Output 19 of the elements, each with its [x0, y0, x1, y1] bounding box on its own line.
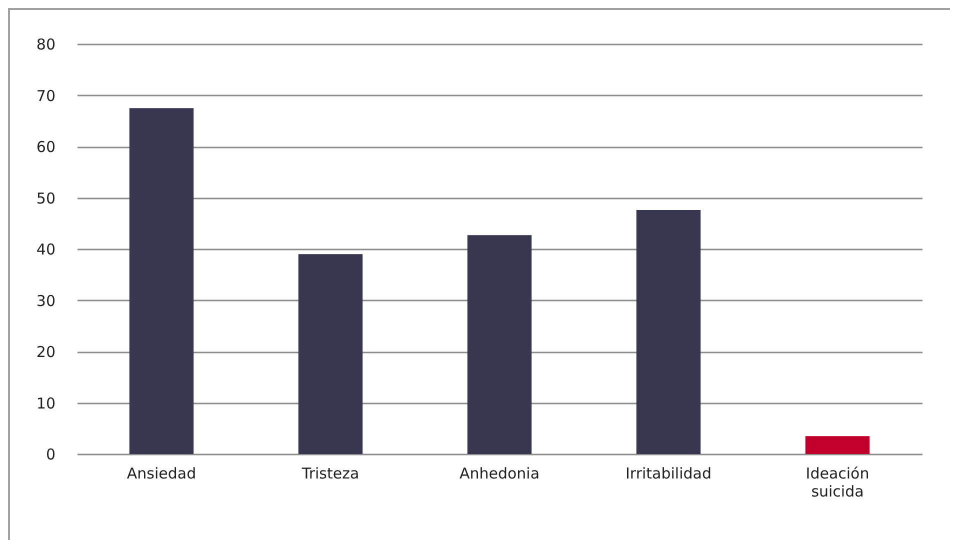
y-tick-label: 0	[46, 446, 56, 464]
y-tick-label: 70	[36, 86, 56, 105]
bar	[467, 235, 532, 454]
y-tick-label: 20	[36, 343, 56, 361]
bar	[298, 254, 363, 454]
bar	[636, 210, 701, 454]
bar	[805, 436, 870, 454]
y-tick-label: 80	[36, 36, 56, 54]
x-tick-label: Anhedonia	[459, 464, 540, 482]
y-tick-label: 10	[36, 394, 56, 412]
x-tick-label: Ideación suicida	[806, 464, 870, 500]
x-tick-label: Ansiedad	[126, 464, 196, 482]
y-tick-label: 30	[36, 292, 56, 310]
y-tick-label: 50	[36, 189, 56, 208]
x-tick-label: Irritabilidad	[626, 464, 712, 482]
bar	[129, 108, 194, 454]
x-tick-label: Tristeza	[300, 464, 360, 482]
y-tick-label: 40	[36, 240, 56, 258]
y-tick-label: 60	[36, 138, 56, 156]
